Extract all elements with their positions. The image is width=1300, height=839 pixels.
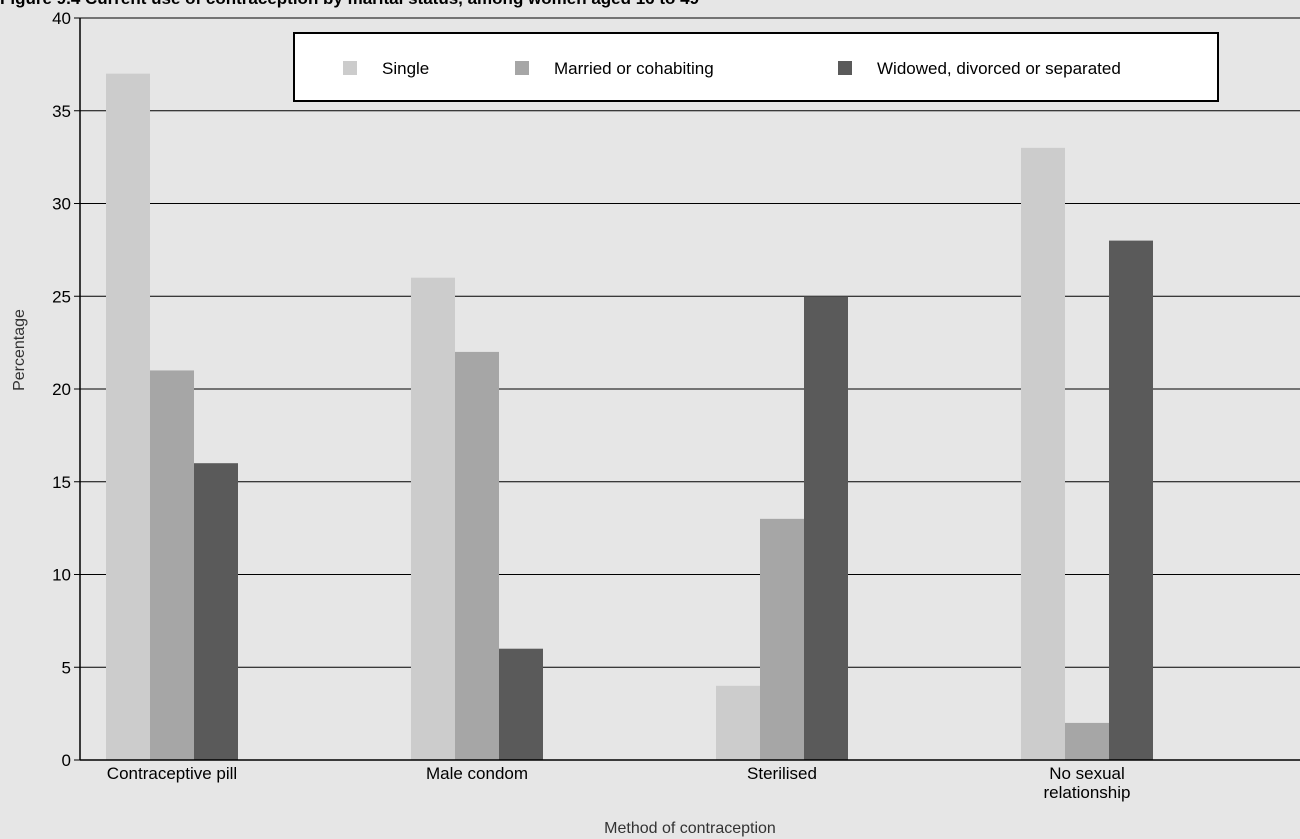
chart-title: Figure 9.4 Current use of contraception … <box>0 0 699 8</box>
bar-single-0 <box>106 73 150 760</box>
legend-swatch-single <box>343 61 357 75</box>
bar-widowed-divorced-or-separated-0 <box>194 463 238 760</box>
x-axis-title: Method of contraception <box>604 820 776 837</box>
bar-widowed-divorced-or-separated-3 <box>1109 240 1153 761</box>
bar-single-3 <box>1021 147 1065 761</box>
legend-swatch-widowed-divorced-or-separated <box>838 61 852 75</box>
y-tick-label: 40 <box>52 9 71 28</box>
bar-married-or-cohabiting-1 <box>455 351 499 760</box>
legend-label-married-or-cohabiting: Married or cohabiting <box>554 59 714 78</box>
x-tick-label-line: Sterilised <box>747 764 817 783</box>
legend-label-single: Single <box>382 59 429 78</box>
bar-widowed-divorced-or-separated-2 <box>804 296 848 760</box>
bar-married-or-cohabiting-3 <box>1065 722 1109 760</box>
bar-married-or-cohabiting-0 <box>150 370 194 760</box>
legend-label-widowed-divorced-or-separated: Widowed, divorced or separated <box>877 59 1121 78</box>
gridlines <box>74 17 1300 761</box>
x-tick-label-line: No sexual <box>1049 764 1125 783</box>
x-tick-label: Sterilised <box>747 764 817 783</box>
axes <box>79 18 1300 761</box>
y-tick-label: 35 <box>52 102 71 121</box>
y-tick-label: 30 <box>52 195 71 214</box>
y-tick-label: 5 <box>62 658 71 677</box>
legend-swatch-married-or-cohabiting <box>515 61 529 75</box>
y-tick-label: 15 <box>52 473 71 492</box>
x-tick-label-line: relationship <box>1044 783 1131 802</box>
y-tick-label: 10 <box>52 566 71 585</box>
x-tick-label: Male condom <box>426 764 528 783</box>
x-tick-label-line: Contraceptive pill <box>107 764 237 783</box>
bar-single-1 <box>411 277 455 760</box>
x-tick-label-line: Male condom <box>426 764 528 783</box>
x-tick-label: Contraceptive pill <box>107 764 237 783</box>
legend: Single Married or cohabiting Widowed, divo… <box>293 32 1219 102</box>
legend-box <box>293 32 1219 102</box>
y-axis-title: Percentage <box>11 309 28 391</box>
x-tick-label: No sexual relationship <box>1044 764 1131 802</box>
y-tick-label: 20 <box>52 380 71 399</box>
y-tick-label: 25 <box>52 287 71 306</box>
y-tick-label: 0 <box>62 751 71 770</box>
bar-single-2 <box>716 685 760 760</box>
bar-married-or-cohabiting-2 <box>760 518 804 760</box>
x-tick-labels: Contraceptive pill Male condom Sterilised N… <box>107 764 1131 802</box>
bar-widowed-divorced-or-separated-1 <box>499 648 543 760</box>
y-tick-labels: 0 5 10 15 20 25 30 35 40 <box>52 9 71 770</box>
bars <box>106 73 1153 761</box>
